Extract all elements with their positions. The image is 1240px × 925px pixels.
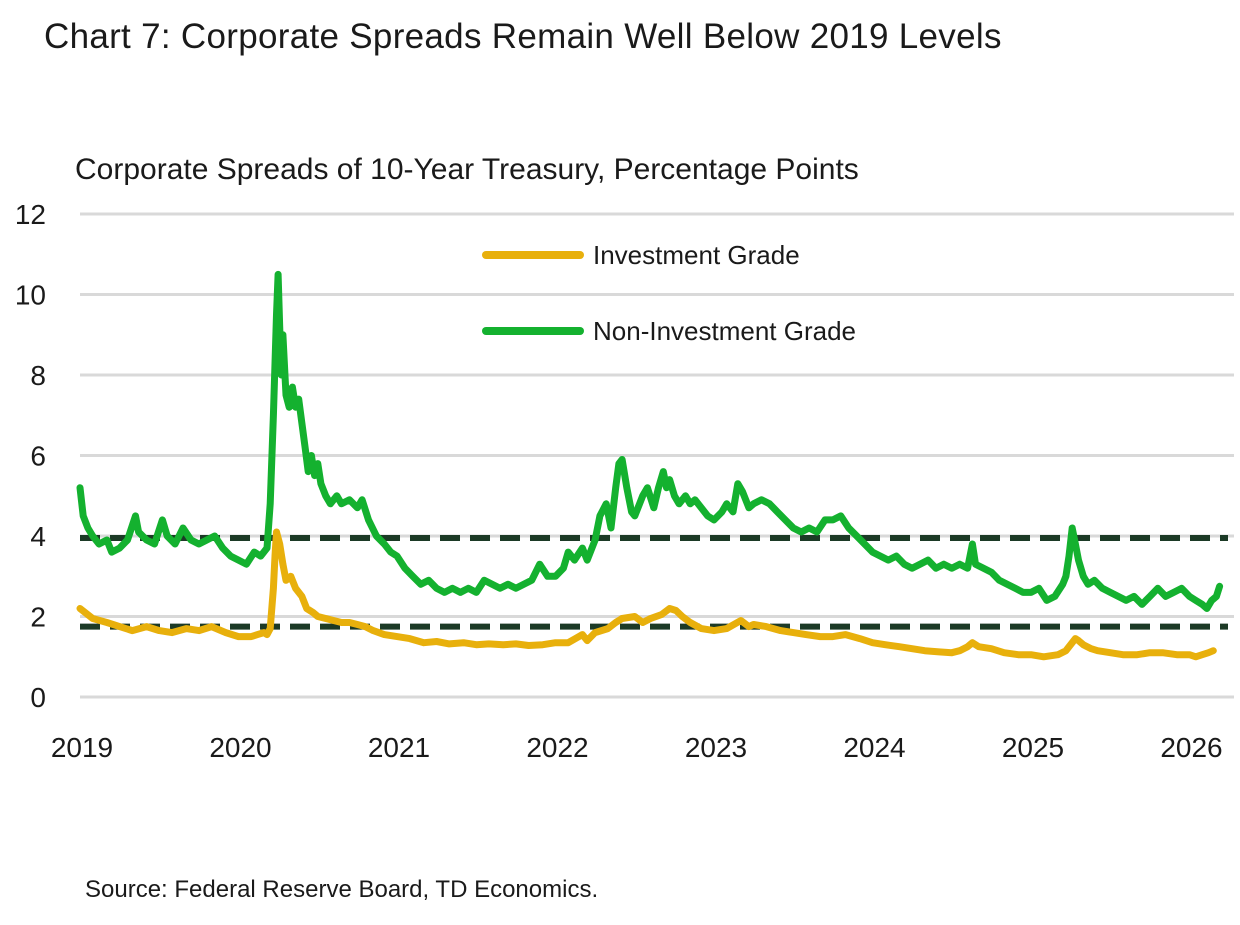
chart-subtitle: Corporate Spreads of 10-Year Treasury, P…	[75, 153, 859, 186]
x-tick-label: 2020	[209, 732, 271, 763]
legend-label: Non-Investment Grade	[593, 316, 856, 346]
series-line-investment-grade	[76, 528, 1217, 661]
source-note: Source: Federal Reserve Board, TD Econom…	[85, 876, 599, 903]
y-tick-label: 4	[30, 521, 46, 552]
x-tick-label: 2021	[368, 732, 430, 763]
series-line-non-investment-grade	[76, 270, 1224, 612]
y-tick-label: 10	[15, 280, 46, 311]
x-axis-ticks: 2019 2020 2021 2022 2023 2024 2025 2026	[51, 732, 1223, 763]
x-tick-label: 2022	[526, 732, 588, 763]
x-tick-label: 2019	[51, 732, 113, 763]
y-tick-label: 0	[30, 682, 46, 713]
y-tick-label: 12	[15, 199, 46, 230]
series-lines	[76, 270, 1224, 661]
legend: Investment Grade Non-Investment Grade	[482, 240, 856, 346]
x-tick-label: 2026	[1160, 732, 1222, 763]
chart-title: Chart 7: Corporate Spreads Remain Well B…	[44, 17, 1002, 56]
y-axis-ticks: 0 2 4 6 8 10 12	[15, 199, 46, 713]
y-tick-label: 6	[30, 441, 46, 472]
x-tick-label: 2025	[1002, 732, 1064, 763]
x-tick-label: 2023	[685, 732, 747, 763]
y-tick-label: 8	[30, 360, 46, 391]
y-tick-label: 2	[30, 602, 46, 633]
x-tick-label: 2024	[843, 732, 905, 763]
legend-label: Investment Grade	[593, 240, 800, 270]
